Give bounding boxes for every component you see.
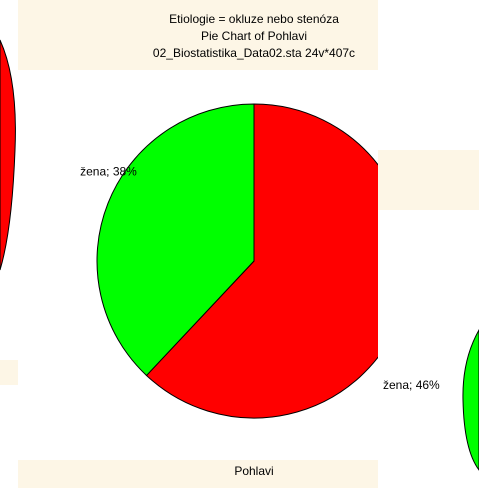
chart-title: Etiologie = okluze nebo stenóza — [169, 12, 339, 26]
background-pie — [0, 39, 16, 271]
pie-slice — [96, 103, 255, 377]
chart-subtitle: Pie Chart of Pohlavi — [201, 29, 307, 43]
footer-band — [18, 460, 378, 488]
background-pie — [462, 328, 479, 471]
window-band — [0, 360, 18, 385]
pie-label: žena; 38% — [80, 164, 137, 178]
pie — [96, 103, 378, 419]
pie-label: žena; 46% — [383, 378, 440, 392]
x-axis-label: Pohlavi — [234, 464, 273, 478]
chart-source: 02_Biostatistika_Data02.sta 24v*407c — [153, 46, 355, 60]
title-band — [18, 0, 378, 70]
window-band — [378, 150, 479, 210]
pie-slice — [145, 103, 378, 419]
